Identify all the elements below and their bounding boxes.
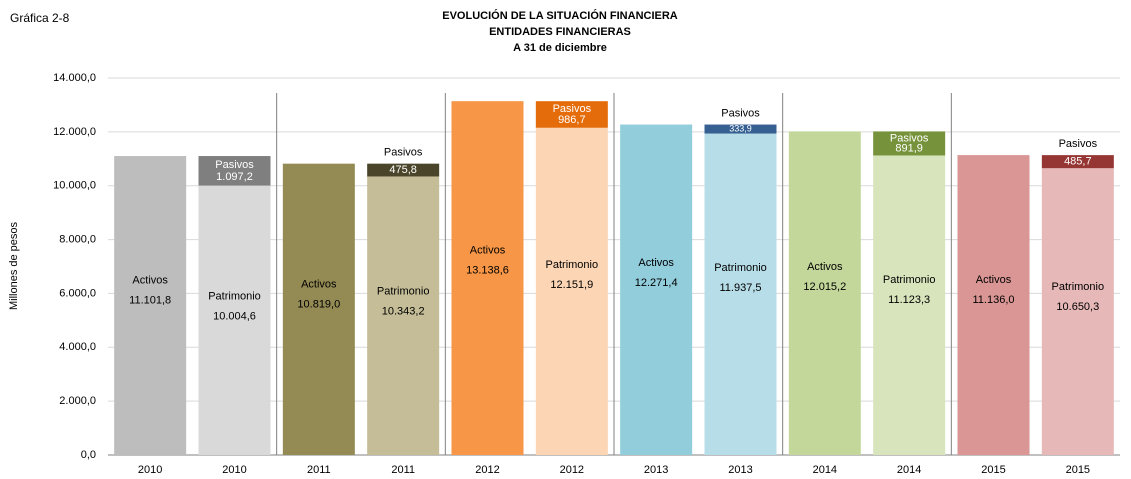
data-label: 12.271,4 — [635, 277, 678, 289]
bar — [367, 163, 440, 177]
data-label: 485,7 — [1064, 156, 1092, 168]
data-label: 12.015,2 — [803, 281, 846, 293]
bar-name-label: Activos — [470, 244, 506, 256]
y-tick-label: 12.000,0 — [53, 126, 96, 138]
bar — [535, 127, 608, 455]
x-tick-label: 2015 — [981, 464, 1005, 476]
bar — [451, 101, 524, 455]
bar-name-label: Activos — [807, 261, 843, 273]
bar — [873, 131, 946, 156]
bar-name-label: Patrimonio — [546, 259, 599, 271]
x-tick-label: 2012 — [560, 464, 584, 476]
bar-name-label: Pasivos — [1059, 138, 1098, 150]
y-tick-label: 14.000,0 — [53, 72, 96, 84]
bar-name-label: Activos — [132, 274, 168, 286]
bar-name-label: Pasivos — [890, 133, 929, 145]
chart-title: ENTIDADES FINANCIERAS — [489, 26, 631, 38]
bar — [873, 155, 946, 455]
data-label: 10.004,6 — [213, 311, 256, 323]
y-tick-label: 0,0 — [81, 449, 96, 461]
bar-name-label: Activos — [301, 279, 337, 291]
bar-name-label: Patrimonio — [208, 291, 261, 303]
bar-name-label: Pasivos — [215, 159, 254, 171]
figure-label: Gráfica 2-8 — [10, 11, 70, 25]
bar-name-label: Pasivos — [384, 147, 423, 159]
bar-name-label: Patrimonio — [714, 262, 767, 274]
data-label: 11.136,0 — [972, 294, 1014, 306]
data-label: 891,9 — [895, 143, 923, 155]
bar — [198, 156, 271, 186]
data-label: 11.123,3 — [888, 294, 930, 306]
data-label: 333,9 — [729, 123, 752, 133]
bar — [535, 101, 608, 128]
data-label: 1.097,2 — [216, 171, 253, 183]
chart-title: A 31 de diciembre — [513, 42, 607, 54]
x-tick-label: 2014 — [813, 464, 837, 476]
bar — [957, 155, 1030, 456]
x-tick-label: 2011 — [391, 464, 415, 476]
bar — [1041, 168, 1114, 455]
data-label: 986,7 — [558, 114, 586, 126]
data-label: 11.101,8 — [129, 294, 171, 306]
data-label: 11.937,5 — [719, 282, 761, 294]
bar-name-label: Pasivos — [553, 103, 592, 115]
bar — [1041, 155, 1114, 169]
x-tick-label: 2011 — [307, 464, 331, 476]
data-label: 13.138,6 — [466, 264, 509, 276]
bar — [788, 131, 861, 456]
x-tick-label: 2010 — [222, 464, 246, 476]
data-label: 10.343,2 — [382, 306, 425, 318]
bar-name-label: Patrimonio — [883, 274, 936, 286]
bar — [114, 156, 187, 456]
x-tick-label: 2013 — [644, 464, 668, 476]
data-label: 12.151,9 — [550, 279, 593, 291]
x-tick-label: 2014 — [897, 464, 921, 476]
y-tick-label: 8.000,0 — [59, 233, 96, 245]
data-label: 475,8 — [389, 164, 417, 176]
bar-name-label: Activos — [976, 274, 1012, 286]
y-tick-label: 4.000,0 — [59, 341, 96, 353]
data-label: 10.650,3 — [1056, 301, 1099, 313]
bar — [198, 185, 271, 456]
bar-name-label: Pasivos — [721, 107, 760, 119]
bar — [704, 124, 777, 134]
chart-title: EVOLUCIÓN DE LA SITUACIÓN FINANCIERA — [442, 9, 678, 22]
bar-name-label: Patrimonio — [377, 286, 430, 298]
bar — [620, 124, 693, 455]
y-tick-label: 2.000,0 — [59, 395, 96, 407]
bar — [282, 163, 355, 455]
y-axis-label: Millones de pesos — [8, 221, 20, 310]
bar — [704, 133, 777, 456]
x-tick-label: 2012 — [475, 464, 499, 476]
data-label: 10.819,0 — [297, 299, 340, 311]
x-tick-label: 2013 — [728, 464, 752, 476]
bar — [367, 176, 440, 455]
x-tick-label: 2010 — [138, 464, 162, 476]
bar-name-label: Patrimonio — [1052, 281, 1105, 293]
y-tick-label: 10.000,0 — [53, 180, 96, 192]
bar-name-label: Activos — [638, 257, 674, 269]
y-tick-label: 6.000,0 — [59, 287, 96, 299]
x-tick-label: 2015 — [1066, 464, 1090, 476]
